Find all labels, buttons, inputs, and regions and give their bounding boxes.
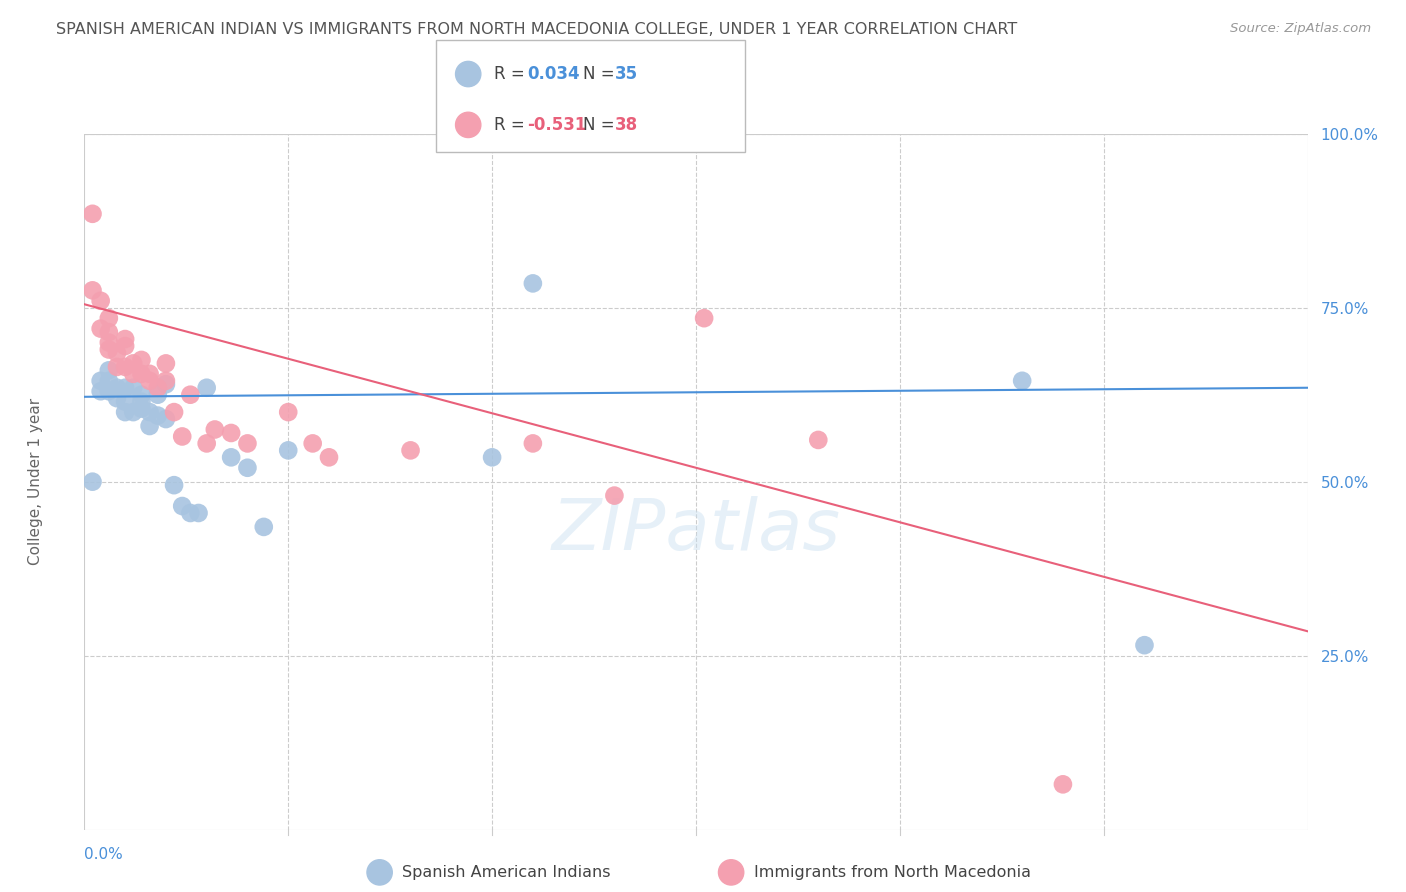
- Point: [114, 405, 136, 419]
- Point: [163, 405, 186, 419]
- Point: [318, 450, 340, 465]
- Point: [179, 387, 201, 401]
- Point: [693, 311, 716, 326]
- Point: [277, 405, 299, 419]
- Text: N =: N =: [583, 116, 620, 134]
- Point: [155, 377, 177, 392]
- Point: [122, 356, 145, 370]
- Point: [131, 394, 153, 409]
- Point: [122, 405, 145, 419]
- Text: College, Under 1 year: College, Under 1 year: [28, 398, 44, 566]
- Point: [522, 436, 544, 450]
- Text: Source: ZipAtlas.com: Source: ZipAtlas.com: [1230, 22, 1371, 36]
- Point: [277, 443, 299, 458]
- Point: [603, 489, 626, 503]
- Point: [97, 343, 120, 357]
- Point: [105, 359, 128, 374]
- Point: [1011, 374, 1033, 388]
- Point: [155, 374, 177, 388]
- Text: R =: R =: [494, 65, 530, 83]
- Point: [82, 207, 104, 221]
- Point: [97, 335, 120, 350]
- Point: [146, 409, 169, 423]
- Point: [146, 387, 169, 401]
- Point: [219, 425, 242, 440]
- Point: [131, 367, 153, 381]
- Point: [204, 423, 226, 437]
- Text: Spanish American Indians: Spanish American Indians: [402, 865, 610, 880]
- Text: SPANISH AMERICAN INDIAN VS IMMIGRANTS FROM NORTH MACEDONIA COLLEGE, UNDER 1 YEAR: SPANISH AMERICAN INDIAN VS IMMIGRANTS FR…: [56, 22, 1018, 37]
- Text: 0.0%: 0.0%: [84, 847, 124, 862]
- Point: [138, 419, 160, 434]
- Text: R =: R =: [494, 116, 530, 134]
- Point: [82, 283, 104, 297]
- Point: [253, 520, 276, 534]
- Point: [236, 436, 259, 450]
- Point: [114, 359, 136, 374]
- Point: [138, 405, 160, 419]
- Point: [1133, 638, 1156, 652]
- Point: [114, 381, 136, 395]
- Point: [97, 363, 120, 377]
- Point: [172, 429, 194, 443]
- Point: [155, 356, 177, 370]
- Point: [131, 401, 153, 416]
- Point: [90, 374, 112, 388]
- Point: [138, 367, 160, 381]
- Text: 35: 35: [614, 65, 637, 83]
- Point: [122, 367, 145, 381]
- Point: [236, 460, 259, 475]
- Point: [90, 321, 112, 335]
- Point: [807, 433, 830, 447]
- Point: [114, 394, 136, 409]
- Point: [399, 443, 422, 458]
- Point: [301, 436, 323, 450]
- Point: [219, 450, 242, 465]
- Point: [105, 381, 128, 395]
- Point: [90, 384, 112, 399]
- Point: [481, 450, 503, 465]
- Point: [522, 277, 544, 291]
- Point: [155, 412, 177, 426]
- Point: [1052, 777, 1074, 791]
- Text: N =: N =: [583, 65, 620, 83]
- Point: [114, 332, 136, 346]
- Point: [97, 384, 120, 399]
- Point: [82, 475, 104, 489]
- Text: -0.531: -0.531: [527, 116, 586, 134]
- Point: [179, 506, 201, 520]
- Point: [105, 346, 128, 360]
- Point: [163, 478, 186, 492]
- Point: [195, 381, 218, 395]
- Point: [131, 352, 153, 367]
- Point: [131, 387, 153, 401]
- Point: [187, 506, 209, 520]
- Point: [97, 325, 120, 339]
- Text: ZIPatlas: ZIPatlas: [551, 496, 841, 565]
- Point: [172, 499, 194, 513]
- Text: 0.034: 0.034: [527, 65, 579, 83]
- Point: [105, 391, 128, 405]
- Point: [122, 381, 145, 395]
- Point: [195, 436, 218, 450]
- Point: [97, 374, 120, 388]
- Text: 38: 38: [614, 116, 637, 134]
- Point: [90, 293, 112, 308]
- Text: Immigrants from North Macedonia: Immigrants from North Macedonia: [754, 865, 1031, 880]
- Point: [114, 339, 136, 353]
- Point: [146, 381, 169, 395]
- Point: [138, 374, 160, 388]
- Point: [97, 311, 120, 326]
